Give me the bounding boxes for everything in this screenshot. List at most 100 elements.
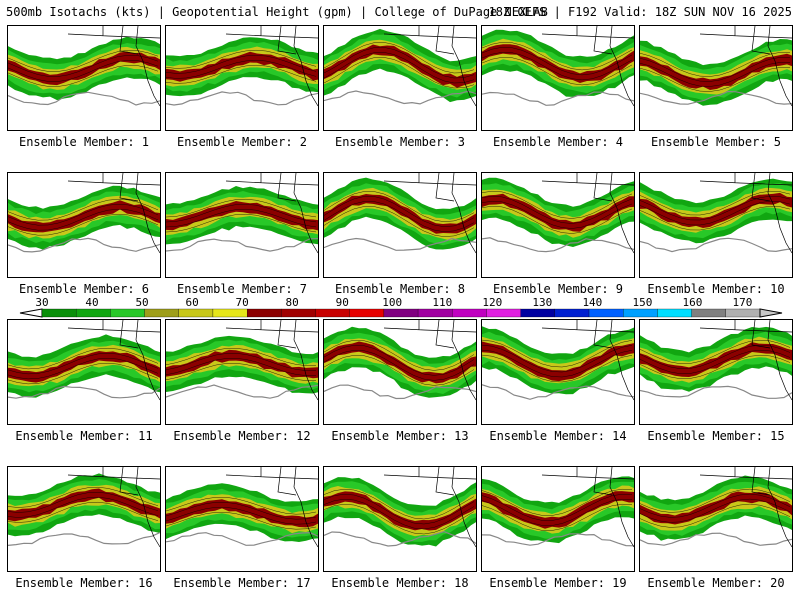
isotach-contour	[482, 344, 633, 373]
isotach-contour	[482, 52, 633, 81]
isotach-contour	[166, 497, 317, 515]
isotach-band	[166, 345, 318, 384]
ensemble-panel-9	[481, 172, 635, 278]
isotach-contour	[8, 352, 159, 375]
ensemble-panel-12	[165, 319, 319, 425]
isotach-band	[640, 192, 792, 228]
colorbar-tick-label: 120	[482, 296, 503, 309]
colorbar-swatch	[417, 308, 453, 318]
height-contour	[166, 531, 318, 546]
colorbar-tick-label: 30	[35, 296, 49, 309]
isotach-contour	[324, 52, 475, 84]
colorbar-tick-label: 40	[85, 296, 99, 309]
height-contour	[324, 90, 476, 105]
coastline	[67, 173, 160, 254]
isotach-band	[166, 499, 318, 528]
coastline	[541, 26, 634, 107]
isotach-contour	[166, 348, 317, 366]
colorbar-swatch	[657, 308, 692, 318]
ensemble-label: Ensemble Member: 1	[18, 135, 150, 149]
isotach-contour	[482, 195, 633, 224]
isotach-contour	[166, 512, 317, 530]
colorbar-swatch	[212, 308, 248, 318]
ensemble-panel-10	[639, 172, 793, 278]
isotach-contour	[324, 345, 475, 376]
colorbar-swatch	[725, 308, 761, 318]
isotach-contour	[166, 203, 317, 223]
isotach-contour	[640, 493, 791, 518]
map-header: 500mb Isotachs (kts) | Geopotential Heig…	[6, 5, 796, 21]
isotach-contour	[166, 54, 317, 74]
ensemble-panel-5	[639, 25, 793, 131]
colorbar-tick-label: 110	[432, 296, 453, 309]
isotach-contour	[8, 50, 159, 72]
height-contour	[324, 530, 476, 547]
colorbar-tick-label: 140	[582, 296, 603, 309]
colorbar-tick-label: 150	[632, 296, 653, 309]
header-title: 500mb Isotachs (kts) | Geopotential Heig…	[6, 5, 548, 19]
colorbar-tick-label: 100	[382, 296, 403, 309]
ensemble-label: Ensemble Member: 6	[18, 282, 150, 296]
isotach-contour	[324, 350, 475, 381]
colorbar-swatch	[41, 308, 77, 318]
colorbar-swatch	[452, 308, 487, 318]
isotach-contour	[640, 339, 791, 364]
colorbar-swatch	[691, 308, 726, 318]
isotach-contour	[324, 201, 475, 232]
colorbar-end-left	[19, 308, 43, 318]
isotach-contour	[8, 486, 159, 508]
isotach-band	[8, 351, 160, 383]
isotach-band	[166, 196, 318, 236]
isotach-contour	[8, 347, 159, 370]
isotach-contour	[324, 493, 475, 525]
isotach-contour	[166, 59, 317, 79]
isotach-contour	[482, 503, 633, 531]
colorbar-swatch	[486, 308, 521, 318]
height-contour	[482, 91, 634, 106]
height-contour	[8, 531, 160, 546]
isotach-contour	[640, 52, 791, 77]
height-contour	[640, 385, 792, 399]
ensemble-label: Ensemble Member: 19	[489, 576, 627, 590]
isotach-contour	[324, 47, 475, 79]
ensemble-label: Ensemble Member: 16	[15, 576, 153, 590]
isotach-contour	[166, 502, 317, 520]
isotach-contour	[8, 362, 159, 385]
colorbar-swatch	[588, 308, 624, 318]
colorbar-swatch	[315, 308, 350, 318]
coastline	[225, 320, 318, 401]
isotach-contour	[166, 198, 317, 218]
isotach-band	[166, 349, 318, 379]
isotach-contour	[640, 62, 791, 87]
panel-map-13	[324, 320, 476, 401]
ensemble-panel-15	[639, 319, 793, 425]
isotach-band	[166, 201, 318, 231]
ensemble-panel-16	[7, 466, 161, 572]
ensemble-panel-1	[7, 25, 161, 131]
panel-map-3	[324, 26, 476, 107]
isotach-contour	[166, 507, 317, 525]
isotach-band	[640, 491, 792, 525]
coastline	[541, 320, 634, 401]
height-contour	[8, 385, 160, 399]
height-contour	[324, 237, 476, 251]
isotach-contour	[324, 191, 475, 222]
colorbar-end-right	[759, 308, 783, 318]
isotach-band	[8, 484, 160, 527]
isotach-contour	[8, 203, 159, 226]
height-contour	[640, 237, 792, 253]
ensemble-panel-17	[165, 466, 319, 572]
panel-map-20	[640, 467, 792, 548]
height-contour	[482, 533, 634, 547]
isotach-contour	[640, 498, 791, 523]
panel-map-14	[482, 320, 634, 401]
isotach-contour	[8, 496, 159, 518]
colorbar-tick-label: 160	[682, 296, 703, 309]
ensemble-label: Ensemble Member: 8	[334, 282, 466, 296]
colorbar-swatch	[110, 308, 145, 318]
height-contour	[640, 90, 792, 105]
isotach-contour	[324, 57, 475, 89]
coastline	[699, 26, 792, 107]
colorbar-swatch	[520, 308, 556, 318]
height-contour	[8, 91, 160, 106]
